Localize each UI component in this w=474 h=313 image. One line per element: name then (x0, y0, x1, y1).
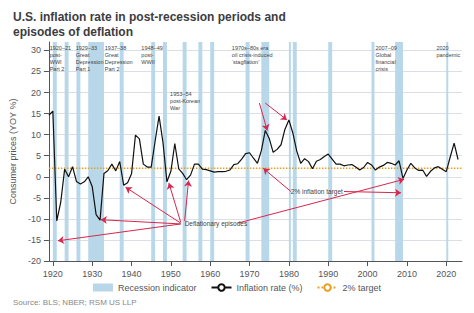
svg-text:2020: 2020 (436, 45, 448, 51)
svg-text:financial: financial (375, 59, 395, 65)
svg-text:oil crisis-induced: oil crisis-induced (232, 52, 273, 58)
svg-text:Inflation rate (%): Inflation rate (%) (236, 283, 302, 293)
svg-text:1970: 1970 (240, 269, 260, 279)
svg-text:1950: 1950 (161, 269, 181, 279)
svg-text:episodes of deflation: episodes of deflation (13, 25, 133, 39)
svg-text:1980: 1980 (279, 269, 299, 279)
svg-text:Depression: Depression (76, 59, 104, 65)
svg-text:2020: 2020 (436, 269, 456, 279)
svg-text:20: 20 (31, 88, 41, 98)
svg-text:Part 2: Part 2 (50, 66, 65, 72)
svg-text:1948–49: 1948–49 (141, 45, 162, 51)
svg-text:1920: 1920 (43, 269, 63, 279)
svg-text:10: 10 (31, 130, 41, 140)
svg-text:Consumer prices (YOY %): Consumer prices (YOY %) (8, 99, 18, 205)
svg-text:15: 15 (31, 109, 41, 119)
svg-text:Part 2: Part 2 (105, 66, 120, 72)
svg-text:-5: -5 (33, 193, 41, 203)
svg-text:Recession indicator: Recession indicator (118, 283, 197, 293)
svg-text:Part 1: Part 1 (76, 66, 91, 72)
svg-text:post-Korean: post-Korean (170, 98, 200, 104)
svg-text:WWII: WWII (141, 59, 155, 65)
svg-text:U.S. inflation rate in post-re: U.S. inflation rate in post-recession pe… (13, 10, 286, 24)
svg-text:1953–54: 1953–54 (170, 91, 191, 97)
svg-text:post-: post- (50, 52, 62, 58)
svg-text:WWI: WWI (50, 59, 62, 65)
svg-text:1930: 1930 (82, 269, 102, 279)
svg-text:5: 5 (36, 151, 41, 161)
svg-text:Depression: Depression (105, 59, 133, 65)
svg-text:1940: 1940 (122, 269, 142, 279)
svg-text:2% inflation target: 2% inflation target (291, 188, 343, 196)
svg-text:-15: -15 (28, 235, 41, 245)
svg-text:2000: 2000 (358, 269, 378, 279)
svg-text:‘stagflation’: ‘stagflation’ (232, 59, 260, 65)
svg-text:1929–33: 1929–33 (76, 45, 97, 51)
svg-text:1960: 1960 (200, 269, 220, 279)
svg-text:pandemic: pandemic (436, 52, 460, 58)
svg-text:crisis: crisis (375, 66, 388, 72)
svg-text:1970s–80s era: 1970s–80s era (232, 45, 269, 51)
svg-text:1990: 1990 (318, 269, 338, 279)
svg-text:2010: 2010 (397, 269, 417, 279)
svg-text:25: 25 (31, 66, 41, 76)
svg-text:Great: Great (76, 52, 90, 58)
svg-text:2007–09: 2007–09 (375, 45, 396, 51)
svg-text:1937–38: 1937–38 (105, 45, 126, 51)
svg-text:Great: Great (105, 52, 119, 58)
svg-text:-20: -20 (28, 256, 41, 266)
svg-text:War: War (170, 105, 180, 111)
svg-text:Source: BLS; NBER; RSM US LLP: Source: BLS; NBER; RSM US LLP (13, 298, 137, 307)
svg-text:0: 0 (36, 172, 41, 182)
svg-text:-10: -10 (28, 214, 41, 224)
svg-text:2% target: 2% target (343, 283, 382, 293)
svg-text:30: 30 (31, 45, 41, 55)
svg-text:Deflationary episodes: Deflationary episodes (185, 220, 248, 228)
svg-text:post-: post- (141, 52, 153, 58)
svg-text:1920–21: 1920–21 (50, 45, 71, 51)
svg-text:Global: Global (375, 52, 391, 58)
